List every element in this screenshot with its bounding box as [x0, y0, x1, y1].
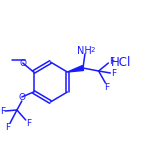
Text: 2: 2 — [90, 47, 95, 52]
Text: O: O — [19, 59, 26, 67]
Polygon shape — [67, 66, 84, 72]
Text: HCl: HCl — [111, 55, 131, 69]
Text: F: F — [111, 69, 116, 78]
Text: F: F — [104, 83, 109, 92]
Text: F: F — [109, 57, 114, 66]
Text: NH: NH — [77, 46, 91, 56]
Text: F: F — [26, 119, 31, 128]
Text: F: F — [6, 123, 11, 131]
Text: O: O — [18, 93, 25, 102]
Text: F: F — [0, 107, 5, 116]
